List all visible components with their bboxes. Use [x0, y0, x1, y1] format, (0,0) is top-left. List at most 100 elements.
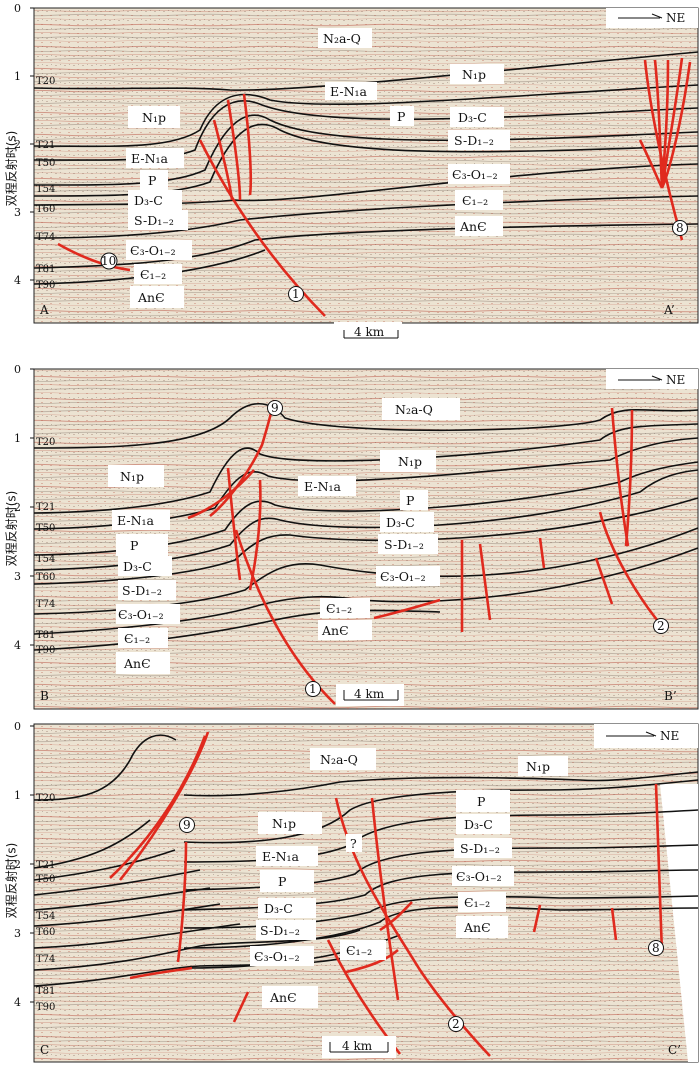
svg-text:4: 4	[14, 274, 21, 287]
svg-text:T54: T54	[36, 554, 55, 565]
svg-text:AnЄ: AnЄ	[123, 656, 151, 671]
scale-bar-c: 4 km	[342, 1039, 373, 1053]
svg-text:T21: T21	[36, 860, 55, 871]
svg-text:D₃-C: D₃-C	[386, 515, 415, 530]
svg-text:4: 4	[14, 639, 21, 652]
panel-a-right-label: A’	[663, 303, 675, 317]
svg-text:Є₁₋₂: Є₁₋₂	[326, 601, 352, 616]
svg-text:AnЄ: AnЄ	[463, 920, 491, 935]
svg-text:N₂a-Q: N₂a-Q	[395, 402, 433, 417]
svg-text:Є₁₋₂: Є₁₋₂	[346, 943, 372, 958]
svg-text:T21: T21	[36, 502, 55, 513]
svg-text:AnЄ: AnЄ	[137, 290, 165, 305]
svg-text:N₁p: N₁p	[462, 67, 486, 82]
svg-text:P: P	[406, 493, 414, 508]
svg-text:0: 0	[14, 2, 21, 15]
panel-c-left-label: C	[40, 1043, 49, 1057]
svg-text:Є₃-O₁₋₂: Є₃-O₁₋₂	[456, 869, 502, 884]
svg-text:Є₁₋₂: Є₁₋₂	[124, 631, 150, 646]
svg-text:Є₁₋₂: Є₁₋₂	[464, 895, 490, 910]
fault-marker-2-b: 2	[657, 619, 665, 633]
svg-text:N₁p: N₁p	[120, 469, 144, 484]
svg-text:T50: T50	[36, 523, 55, 534]
svg-text:S-D₁₋₂: S-D₁₋₂	[384, 537, 424, 552]
svg-text:N₂a-Q: N₂a-Q	[320, 752, 358, 767]
panel-a-horizon-labels: T20 T21 T50 T54 T60 T74 T81 T90	[36, 76, 55, 291]
svg-text:D₃-C: D₃-C	[464, 817, 493, 832]
svg-text:T54: T54	[36, 911, 55, 922]
svg-text:P: P	[130, 538, 138, 553]
svg-text:1: 1	[14, 70, 21, 83]
svg-text:Є₁₋₂: Є₁₋₂	[140, 267, 166, 282]
panel-c-faults	[109, 731, 664, 1057]
svg-text:Є₃-O₁₋₂: Є₃-O₁₋₂	[452, 167, 498, 182]
svg-text:T60: T60	[36, 572, 55, 583]
svg-text:N₂a-Q: N₂a-Q	[323, 31, 361, 46]
svg-text:?: ?	[350, 836, 357, 851]
panel-c: 0 1 2 3 4	[14, 720, 699, 1063]
svg-text:E-N₁a: E-N₁a	[262, 849, 300, 864]
svg-text:D₃-C: D₃-C	[264, 901, 293, 916]
scale-bar-b: 4 km	[354, 687, 385, 701]
svg-text:T81: T81	[36, 264, 55, 275]
svg-text:P: P	[477, 794, 485, 809]
fault-marker-10-a: 10	[101, 254, 116, 268]
panel-a-left-label: A	[39, 303, 49, 317]
panel-a-formation-labels: N₂a-Q E-N₁a N₁p P D₃-C S-D₁₋₂ N₁p E-N₁a …	[126, 28, 510, 308]
svg-text:T81: T81	[36, 630, 55, 641]
svg-text:3: 3	[14, 206, 21, 219]
svg-text:T60: T60	[36, 927, 55, 938]
panel-a-faults	[57, 57, 692, 317]
direction-label-c: NE	[660, 729, 679, 743]
svg-text:E-N₁a: E-N₁a	[330, 84, 368, 99]
svg-text:T50: T50	[36, 158, 55, 169]
svg-text:P: P	[278, 874, 286, 889]
svg-text:T74: T74	[36, 232, 55, 243]
svg-text:E-N₁a: E-N₁a	[304, 479, 342, 494]
svg-text:N₁p: N₁p	[272, 816, 296, 831]
fault-marker-1-a: 1	[292, 287, 300, 301]
fault-marker-2-c: 2	[452, 1017, 460, 1031]
svg-text:E-N₁a: E-N₁a	[117, 513, 155, 528]
panel-b: 0 1 2 3 4	[14, 363, 699, 710]
svg-text:D₃-C: D₃-C	[134, 193, 163, 208]
svg-text:0: 0	[14, 363, 21, 376]
svg-text:2: 2	[14, 858, 21, 871]
fault-marker-1-b: 1	[309, 682, 317, 696]
svg-text:T21: T21	[36, 140, 55, 151]
svg-text:T81: T81	[36, 986, 55, 997]
svg-text:Є₃-O₁₋₂: Є₃-O₁₋₂	[254, 949, 300, 964]
svg-text:S-D₁₋₂: S-D₁₋₂	[454, 133, 494, 148]
svg-text:Є₃-O₁₋₂: Є₃-O₁₋₂	[130, 243, 176, 258]
svg-text:Є₁₋₂: Є₁₋₂	[462, 193, 488, 208]
panel-b-y-ticks: 0 1 2 3 4	[14, 363, 34, 652]
scale-bar-a: 4 km	[354, 325, 385, 339]
svg-text:D₃-C: D₃-C	[458, 110, 487, 125]
direction-label-a: NE	[666, 11, 685, 25]
svg-text:3: 3	[14, 927, 21, 940]
svg-text:T90: T90	[36, 645, 55, 656]
svg-text:S-D₁₋₂: S-D₁₋₂	[260, 923, 300, 938]
svg-text:D₃-C: D₃-C	[123, 559, 152, 574]
svg-text:T74: T74	[36, 954, 55, 965]
svg-text:3: 3	[14, 570, 21, 583]
panel-a: 0 1 2 3 4	[14, 2, 699, 342]
svg-text:4: 4	[14, 996, 21, 1009]
direction-label-b: NE	[666, 373, 685, 387]
svg-text:AnЄ: AnЄ	[459, 219, 487, 234]
svg-text:T20: T20	[36, 793, 55, 804]
panel-c-right-label: C’	[668, 1043, 681, 1057]
panel-b-formation-labels: N₂a-Q N₁p N₁p E-N₁a E-N₁a P P D₃-C D₃-C …	[108, 398, 460, 674]
svg-text:N₁p: N₁p	[398, 454, 422, 469]
fault-marker-8-c: 8	[652, 941, 660, 955]
svg-text:1: 1	[14, 789, 21, 802]
panel-c-horizon-labels: T20 T21 T50 T54 T60 T74 T81 T90	[36, 793, 55, 1013]
fault-marker-9-b: 9	[271, 401, 279, 415]
svg-text:T74: T74	[36, 599, 55, 610]
fault-marker-8-a: 8	[676, 221, 684, 235]
svg-text:T20: T20	[36, 76, 55, 87]
panel-b-right-label: B’	[664, 689, 677, 703]
svg-text:T90: T90	[36, 280, 55, 291]
svg-text:P: P	[397, 109, 405, 124]
